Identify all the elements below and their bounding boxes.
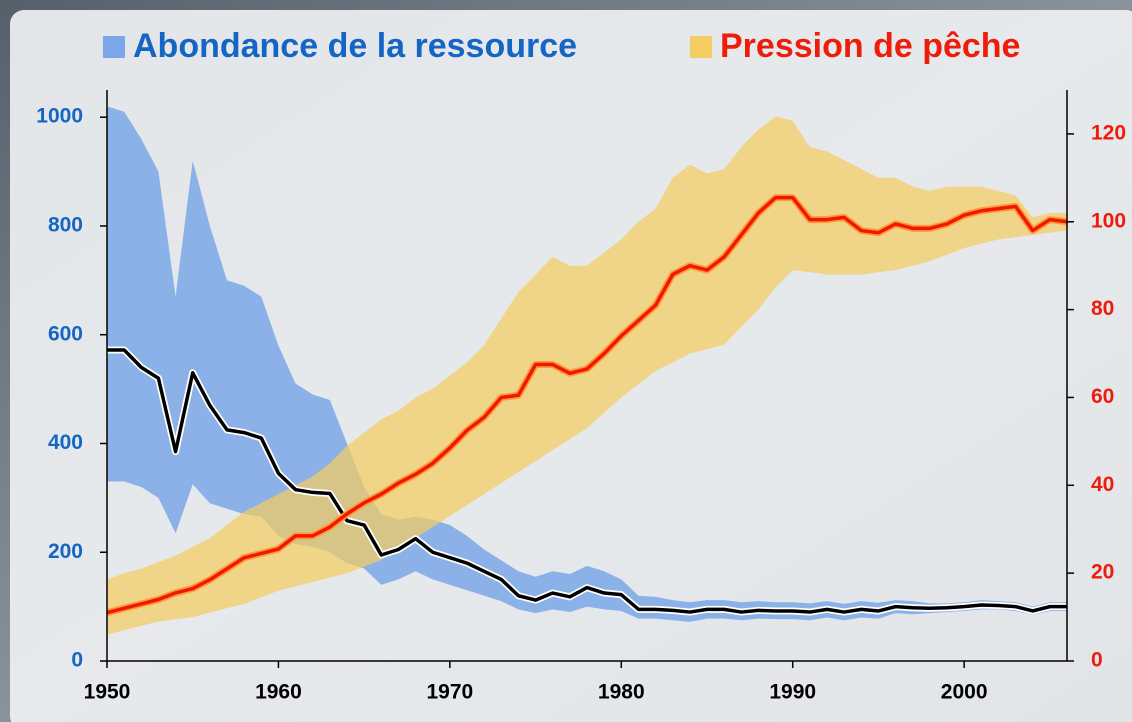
x-tick-label: 1980: [598, 681, 645, 704]
legend-label: Abondance de la ressource: [133, 27, 577, 65]
y-tick-label: 400: [48, 431, 83, 454]
y2-tick-label: 40: [1091, 473, 1114, 496]
y2-tick-label: 0: [1091, 649, 1103, 672]
legend-swatch: [690, 36, 712, 58]
x-tick-label: 2000: [941, 681, 988, 704]
legend-swatch: [103, 36, 125, 58]
x-tick-label: 1960: [255, 681, 302, 704]
y2-tick-label: 20: [1091, 561, 1114, 584]
y-tick-label: 200: [48, 540, 83, 563]
chart: 0 200 400 600 800 1000 0 20 40 60 80 100 120 1950 1960…: [0, 0, 1132, 722]
y-tick-label: 0: [71, 649, 83, 672]
y2-tick-label: 100: [1091, 209, 1126, 232]
x-tick-label: 1990: [769, 681, 816, 704]
y2-tick-label: 120: [1091, 121, 1126, 144]
y-tick-label: 1000: [36, 105, 83, 128]
legend-label: Pression de pêche: [720, 27, 1020, 65]
y2-tick-label: 80: [1091, 297, 1114, 320]
y2-tick-label: 60: [1091, 385, 1114, 408]
page: {"chart_data":{"type":"line", "x":[1950,…: [0, 0, 1132, 722]
y-tick-label: 800: [48, 213, 83, 236]
x-tick-label: 1970: [426, 681, 473, 704]
x-tick-label: 1950: [84, 681, 131, 704]
y-tick-label: 600: [48, 322, 83, 345]
